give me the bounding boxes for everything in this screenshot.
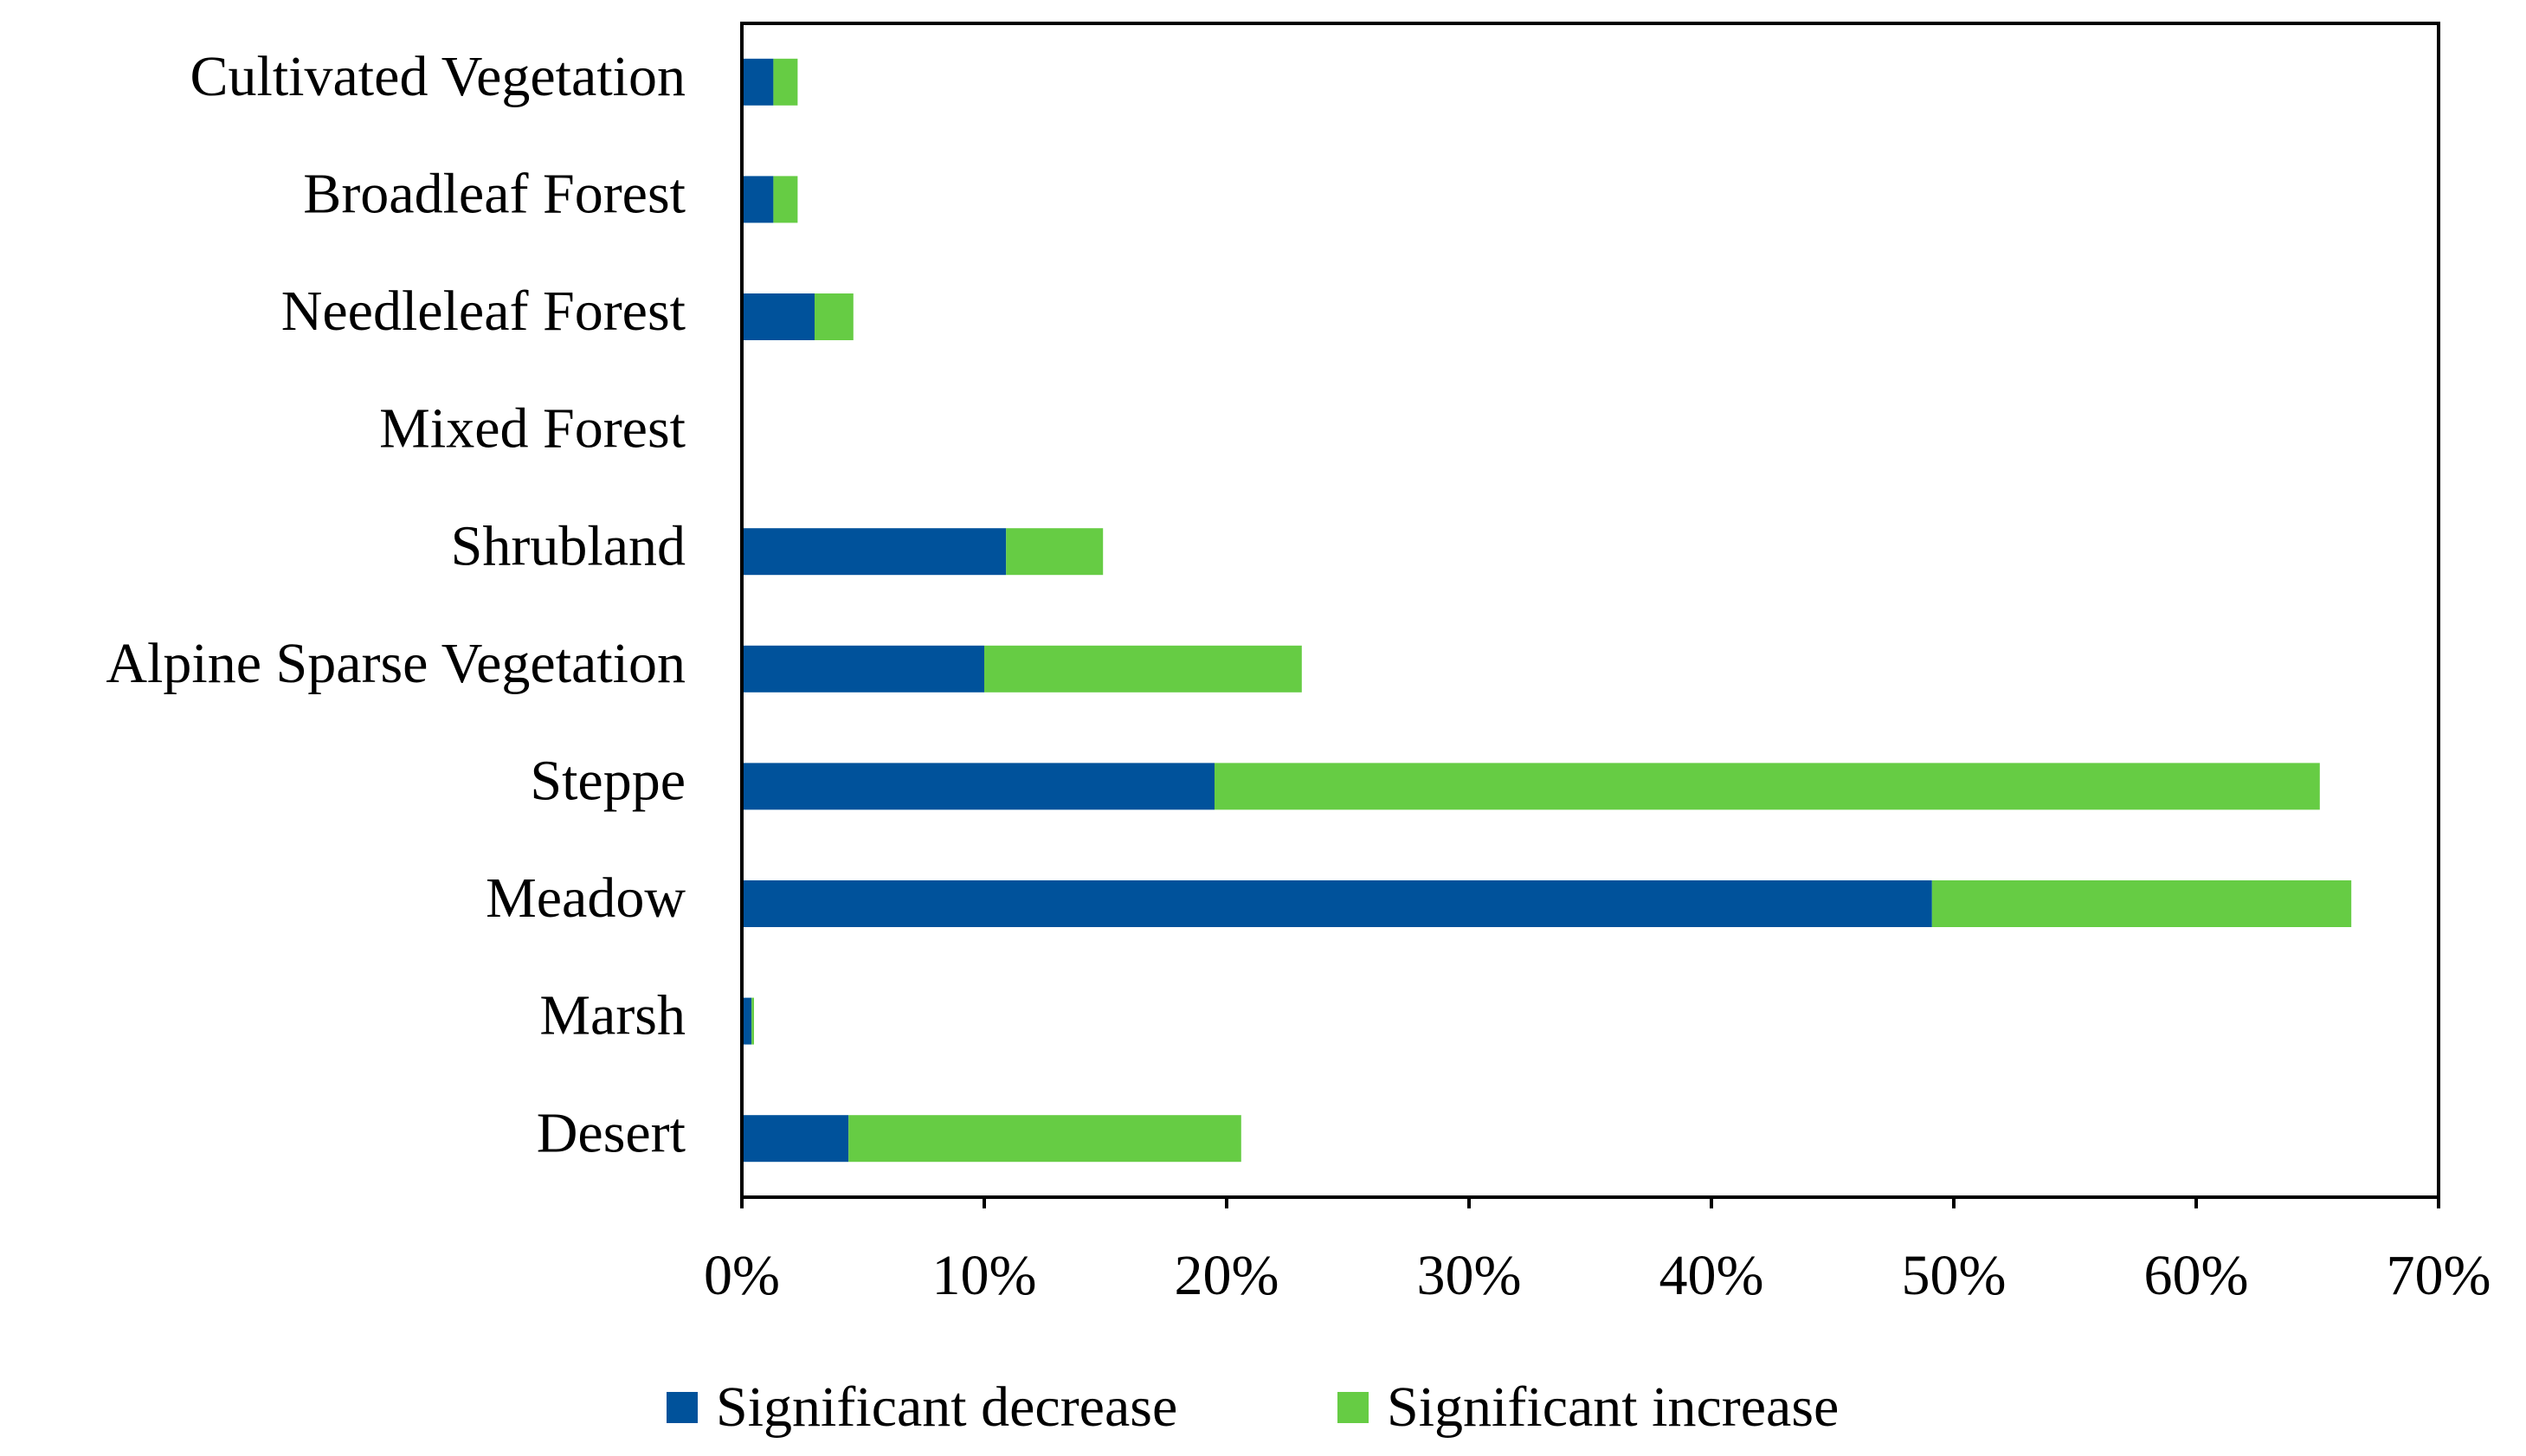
x-tick-label: 20% — [1175, 1244, 1279, 1307]
bar-increase-marsh — [751, 997, 754, 1045]
x-tick-label: 40% — [1659, 1244, 1764, 1307]
bar-decrease-cultivated-vegetation — [742, 58, 774, 106]
plot-area-frame — [740, 22, 2440, 1199]
bar-decrease-desert — [742, 1115, 849, 1163]
bar-decrease-steppe — [742, 763, 1215, 810]
bar-increase-needleleaf-forest — [815, 293, 854, 340]
x-tick-label: 30% — [1417, 1244, 1522, 1307]
bar-decrease-broadleaf-forest — [742, 176, 774, 223]
bar-increase-shrubland — [1006, 528, 1104, 576]
bar-increase-desert — [848, 1115, 1241, 1163]
legend-swatch-increase — [1337, 1392, 1369, 1423]
x-tick-label: 50% — [1902, 1244, 2007, 1307]
bar-increase-meadow — [1931, 880, 2352, 927]
bar-decrease-marsh — [742, 997, 752, 1045]
bar-decrease-alpine-sparse-vegetation — [742, 645, 984, 693]
x-axis-ticks: 0% 10% 20% 30% 40% 50% 60% 70% — [704, 1197, 2491, 1307]
category-label: Desert — [537, 1101, 686, 1164]
bar-increase-broadleaf-forest — [773, 176, 798, 223]
x-tick-label: 0% — [704, 1244, 780, 1307]
bar-increase-cultivated-vegetation — [773, 58, 798, 106]
category-label: Steppe — [530, 750, 686, 813]
category-label: Shrubland — [451, 514, 686, 577]
bar-increase-steppe — [1215, 763, 2320, 810]
x-tick-label: 60% — [2144, 1244, 2249, 1307]
legend-label-decrease: Significant decrease — [716, 1375, 1177, 1439]
x-tick-label: 70% — [2387, 1244, 2491, 1307]
category-labels: Cultivated Vegetation Broadleaf Forest Nee… — [106, 45, 686, 1164]
bar-decrease-shrubland — [742, 528, 1007, 576]
bar-decrease-needleleaf-forest — [742, 293, 815, 340]
category-label: Meadow — [486, 867, 686, 930]
category-label: Mixed Forest — [379, 397, 686, 461]
legend-label-increase: Significant increase — [1387, 1375, 1839, 1439]
bar-increase-alpine-sparse-vegetation — [984, 645, 1302, 693]
bars-group — [742, 58, 2352, 1163]
category-label: Broadleaf Forest — [303, 163, 686, 226]
legend-swatch-decrease — [667, 1392, 698, 1423]
legend: Significant decrease Significant increase — [667, 1375, 1839, 1439]
category-label: Marsh — [539, 984, 686, 1047]
category-label: Cultivated Vegetation — [190, 45, 686, 108]
category-label: Alpine Sparse Vegetation — [106, 632, 686, 695]
category-label: Needleleaf Forest — [281, 280, 686, 343]
bar-decrease-meadow — [742, 880, 1932, 927]
x-tick-label: 10% — [932, 1244, 1037, 1307]
